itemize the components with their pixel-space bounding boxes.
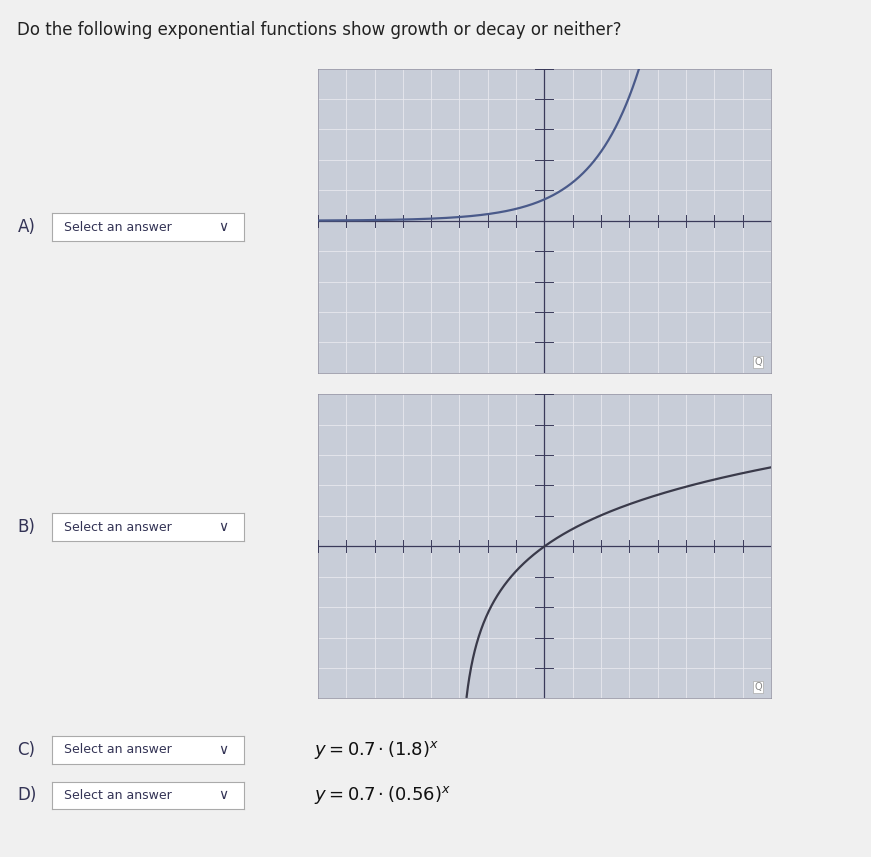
Text: D): D) — [17, 786, 37, 805]
Text: ∨: ∨ — [219, 520, 228, 534]
Text: Q: Q — [754, 357, 762, 367]
Text: ∨: ∨ — [219, 788, 228, 802]
Text: $y = 0.7 \cdot (1.8)^{x}$: $y = 0.7 \cdot (1.8)^{x}$ — [314, 739, 439, 761]
Text: Select an answer: Select an answer — [64, 220, 172, 234]
Text: $y = 0.7 \cdot (0.56)^{x}$: $y = 0.7 \cdot (0.56)^{x}$ — [314, 784, 450, 806]
Text: Do the following exponential functions show growth or decay or neither?: Do the following exponential functions s… — [17, 21, 622, 39]
Text: ∨: ∨ — [219, 220, 228, 234]
Text: B): B) — [17, 518, 36, 536]
Text: Q: Q — [754, 682, 762, 692]
Text: ∨: ∨ — [219, 743, 228, 757]
Text: C): C) — [17, 740, 36, 759]
Text: A): A) — [17, 218, 36, 237]
Text: Select an answer: Select an answer — [64, 788, 172, 802]
Text: Select an answer: Select an answer — [64, 743, 172, 757]
Text: Select an answer: Select an answer — [64, 520, 172, 534]
